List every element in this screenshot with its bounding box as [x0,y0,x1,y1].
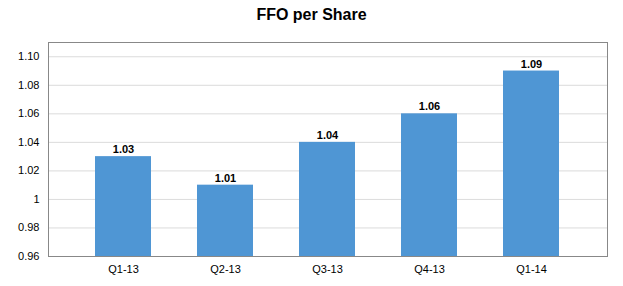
svg-text:1.10: 1.10 [18,50,39,62]
svg-text:0.96: 0.96 [18,250,39,262]
svg-text:1.04: 1.04 [18,136,39,148]
svg-text:1.01: 1.01 [215,172,236,184]
html-text:FFO per Share: FFO per Share [256,6,367,23]
svg-text:1: 1 [33,193,39,205]
svg-text:0.98: 0.98 [18,221,39,233]
svg-text:Q1-13: Q1-13 [108,263,139,275]
svg-text:Q4-13: Q4-13 [414,263,445,275]
svg-text:Q2-13: Q2-13 [210,263,241,275]
svg-text:1.03: 1.03 [113,143,134,155]
svg-text:1.06: 1.06 [18,107,39,119]
svg-text:1.02: 1.02 [18,164,39,176]
svg-text:1.08: 1.08 [18,79,39,91]
svg-text:1.04: 1.04 [317,129,339,141]
svg-text:1.09: 1.09 [521,58,542,70]
svg-text:1.06: 1.06 [419,100,440,112]
svg-text:Q1-14: Q1-14 [516,263,547,275]
svg-text:Q3-13: Q3-13 [312,263,343,275]
